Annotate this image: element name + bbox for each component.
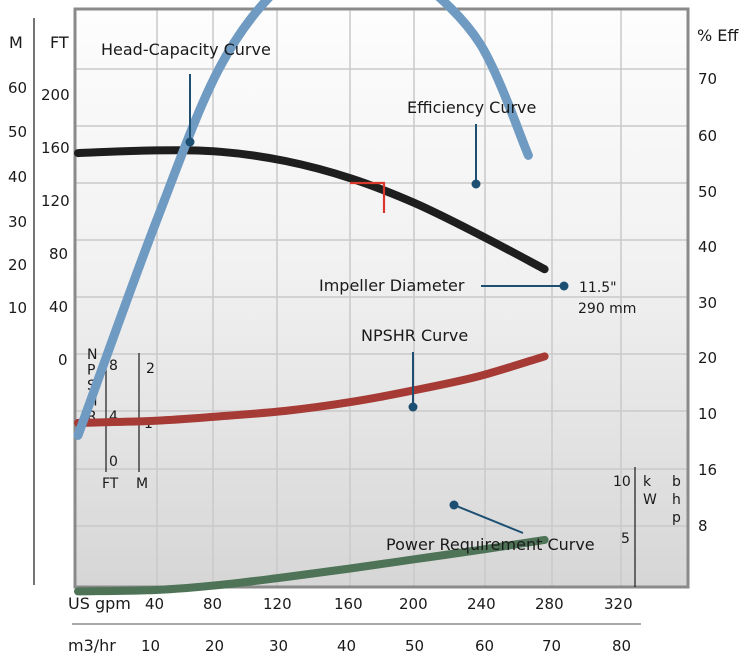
npshr-ft-tick-0: 0 — [109, 454, 118, 470]
right-axis-ticks: 70 60 50 40 30 20 10 16 8 — [698, 70, 717, 535]
power-requirement-curve — [74, 535, 549, 596]
plot-area — [75, 9, 688, 587]
head-axis-m-label: M — [9, 33, 23, 52]
eff-tick: 70 — [698, 70, 717, 88]
impeller-value-in: 11.5" — [579, 280, 617, 296]
eff-tick: 10 — [698, 405, 717, 423]
eff-tick: 50 — [698, 183, 717, 201]
npshr-ft-tick-4: 4 — [109, 409, 118, 425]
gpm-tick: 40 — [145, 595, 164, 613]
head-m-tick: 60 — [8, 79, 27, 97]
head-m-tick: 20 — [8, 256, 27, 274]
efficiency-label: Efficiency Curve — [407, 98, 536, 117]
gpm-tick: 320 — [604, 595, 633, 613]
bep-marker — [350, 181, 386, 213]
head-m-tick: 50 — [8, 123, 27, 141]
gpm-tick: 120 — [263, 595, 292, 613]
npshr-ft-unit: FT — [102, 476, 119, 492]
head-ft-tick: 80 — [49, 245, 68, 263]
bottom-axis-ticks: 40 80 120 160 200 240 280 320 10 20 30 40 50 60 70 80 — [141, 595, 633, 655]
curves — [73, 0, 549, 596]
power-callout-line — [453, 504, 524, 534]
head-m-tick: 30 — [8, 213, 27, 231]
power-kw-tick-5: 5 — [621, 531, 630, 547]
head-axis-ft-label: FT — [50, 33, 69, 52]
head-m-tick: 40 — [8, 168, 27, 186]
plot-frame — [73, 7, 690, 589]
power-callout-dot — [449, 500, 459, 510]
impeller-callout-dot — [559, 281, 569, 291]
gpm-tick: 160 — [334, 595, 363, 613]
m3-tick: 40 — [337, 637, 356, 655]
npshr-m-tick-2: 2 — [146, 361, 155, 377]
gpm-tick: 240 — [467, 595, 496, 613]
eff-tick: 20 — [698, 349, 717, 367]
npshr-ft-tick-8: 8 — [109, 358, 118, 374]
efficiency-curve — [73, 0, 533, 440]
impeller-value-mm: 290 mm — [578, 301, 636, 317]
m3-tick: 10 — [141, 637, 160, 655]
head-ft-tick: 0 — [58, 351, 68, 369]
m3-tick: 30 — [269, 637, 288, 655]
efficiency-callout-dot — [471, 179, 481, 189]
gpm-tick: 200 — [399, 595, 428, 613]
head-capacity-label: Head-Capacity Curve — [101, 40, 271, 59]
m3-tick: 60 — [475, 637, 494, 655]
npshr-callout-dot — [408, 402, 418, 412]
bhp-tick: 8 — [698, 517, 708, 535]
grid-lines — [75, 9, 688, 587]
left-axis-ticks: 10 20 30 40 50 60 0 40 80 120 160 200 — [8, 79, 70, 369]
eff-tick: 40 — [698, 238, 717, 256]
power-label: Power Requirement Curve — [386, 535, 595, 554]
head-ft-tick: 40 — [49, 298, 68, 316]
npshr-label: NPSHR Curve — [361, 326, 468, 345]
impeller-label: Impeller Diameter — [319, 276, 465, 295]
head-ft-tick: 160 — [41, 139, 70, 157]
head-m-tick: 10 — [8, 299, 27, 317]
head-ft-tick: 120 — [41, 192, 70, 210]
npshr-curve — [74, 352, 549, 427]
head-capacity-curve — [74, 146, 549, 274]
gpm-tick: 80 — [203, 595, 222, 613]
gpm-tick: 280 — [535, 595, 564, 613]
eff-tick: 60 — [698, 127, 717, 145]
annotations: Head-Capacity Curve Efficiency Curve Imp… — [101, 40, 636, 554]
power-kw-tick-10: 10 — [613, 474, 631, 490]
x-secondary-label: m3/hr — [68, 636, 116, 655]
npshr-m-unit: M — [136, 476, 148, 492]
bhp-tick: 16 — [698, 461, 717, 479]
head-capacity-callout-dot — [185, 137, 195, 147]
m3-tick: 20 — [205, 637, 224, 655]
m3-tick: 70 — [542, 637, 561, 655]
m3-tick: 50 — [405, 637, 424, 655]
x-primary-label: US gpm — [68, 594, 131, 613]
head-ft-tick: 200 — [41, 86, 70, 104]
eff-tick: 30 — [698, 294, 717, 312]
m3-tick: 80 — [612, 637, 631, 655]
efficiency-axis-label: % Eff — [697, 26, 739, 45]
